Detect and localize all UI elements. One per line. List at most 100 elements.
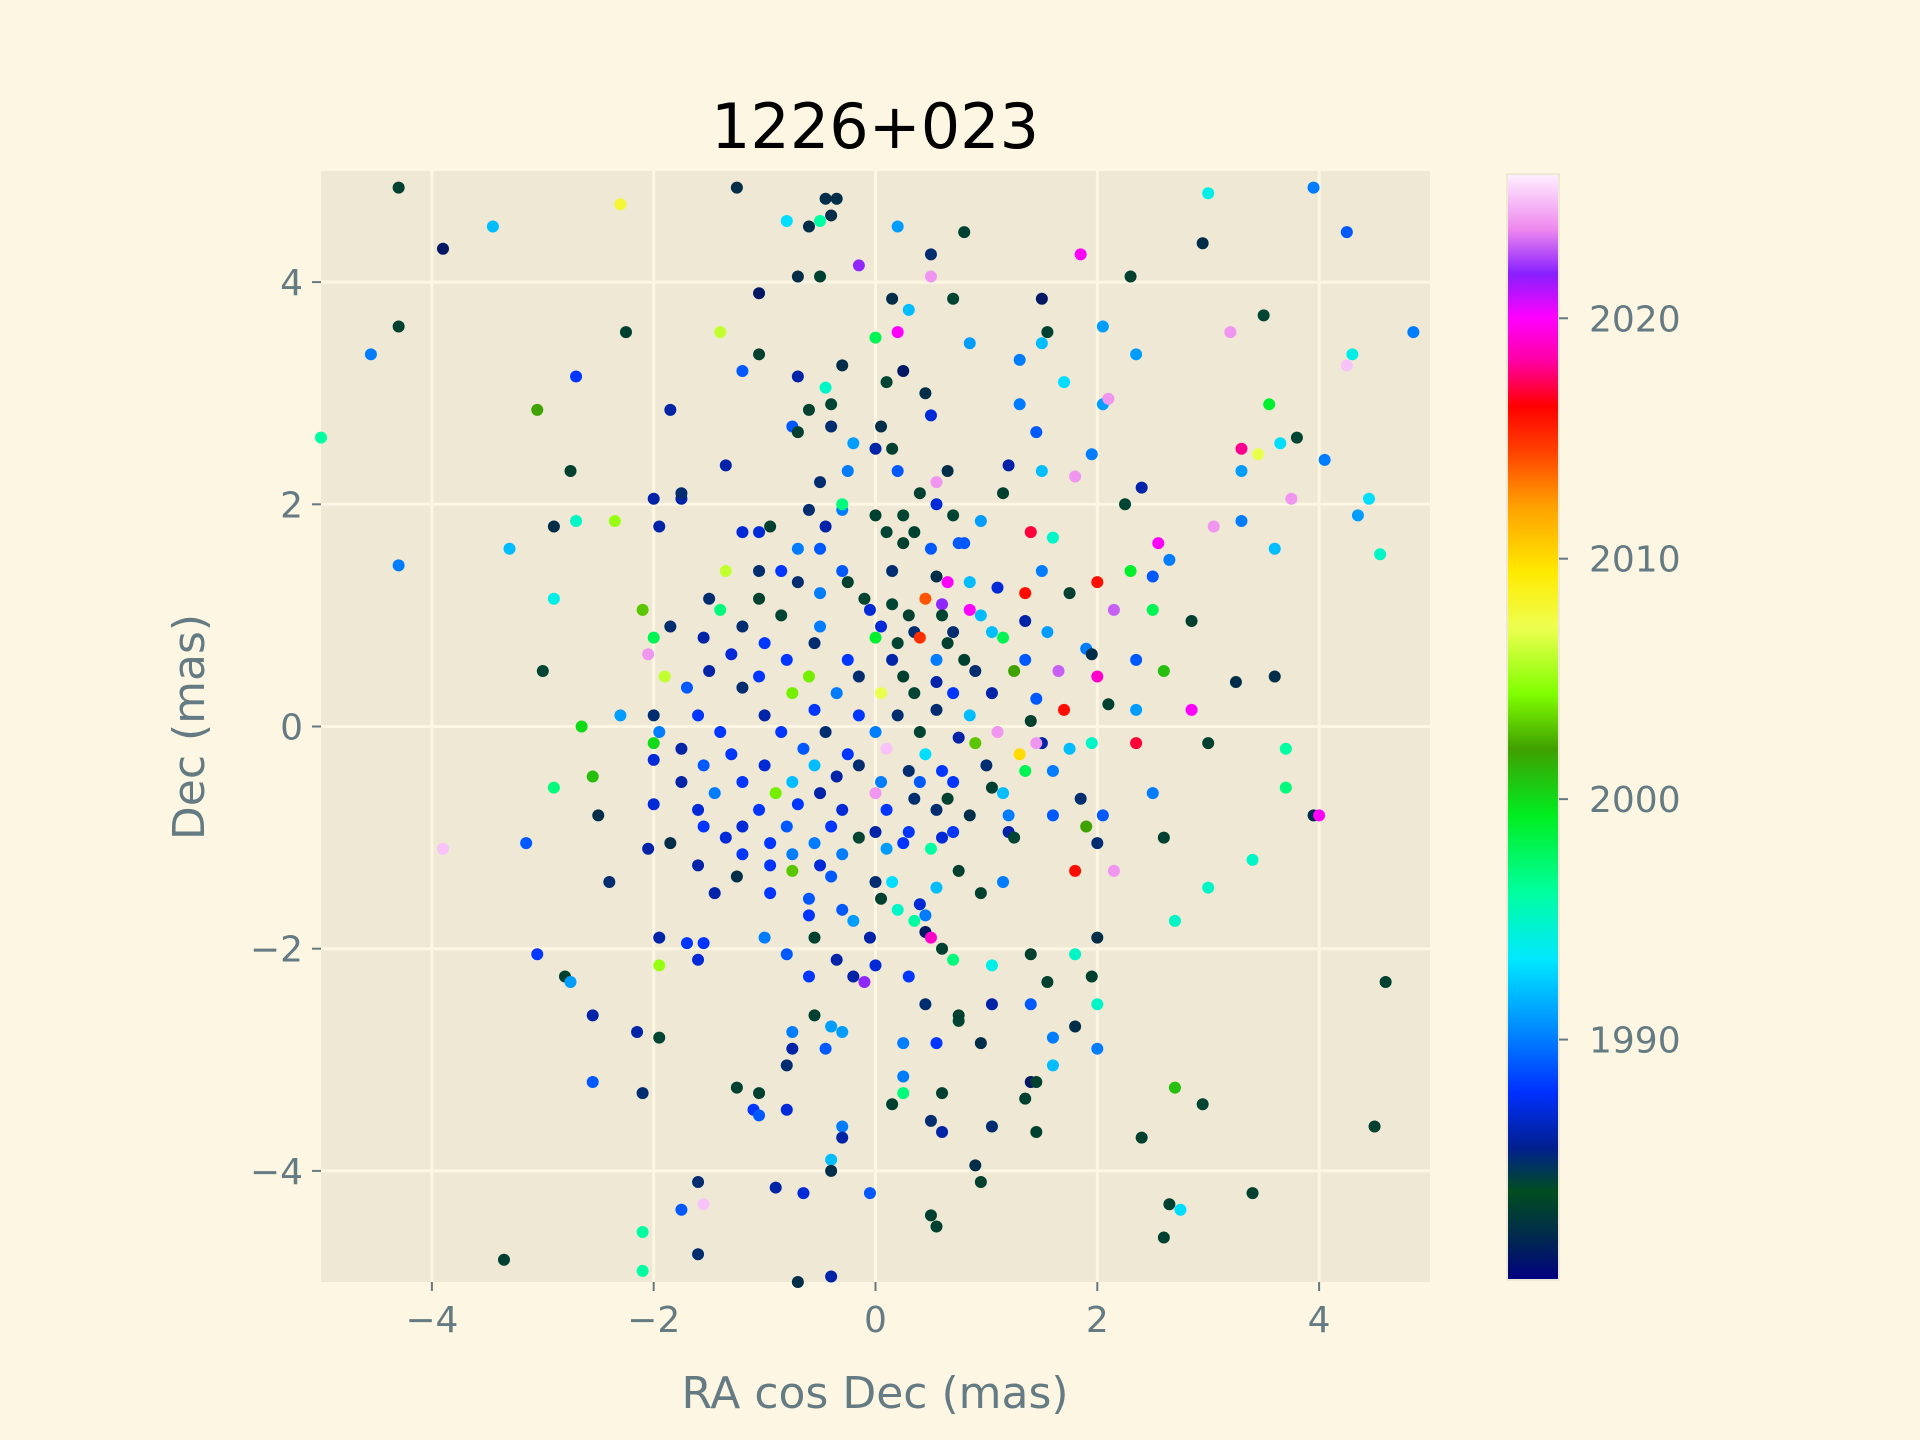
data-point xyxy=(947,509,960,522)
data-point xyxy=(814,787,827,800)
data-point xyxy=(969,737,982,750)
data-point xyxy=(1346,348,1359,361)
data-point xyxy=(908,792,921,805)
data-point xyxy=(1340,226,1353,239)
data-point xyxy=(1046,764,1059,777)
data-point xyxy=(897,1070,910,1083)
data-point xyxy=(769,1181,782,1194)
data-point xyxy=(891,637,904,650)
data-point xyxy=(1124,270,1137,283)
data-point xyxy=(869,509,882,522)
data-point xyxy=(531,948,544,961)
data-point xyxy=(1058,376,1071,389)
data-point xyxy=(1168,914,1181,927)
data-point xyxy=(1246,853,1259,866)
chart-title: 1226+023 xyxy=(711,90,1039,163)
data-point xyxy=(1019,1092,1032,1105)
data-point xyxy=(852,759,865,772)
data-point xyxy=(547,520,560,533)
data-point xyxy=(692,803,705,816)
data-point xyxy=(1290,431,1303,444)
data-point xyxy=(1030,1126,1043,1139)
data-point xyxy=(619,326,632,339)
data-point xyxy=(847,970,860,983)
data-point xyxy=(913,631,926,644)
x-axis: −4 −2 0 2 4 xyxy=(405,1282,1331,1341)
data-point xyxy=(753,526,766,539)
data-point xyxy=(930,1220,943,1233)
data-point xyxy=(520,837,533,850)
data-point xyxy=(830,687,843,700)
data-point xyxy=(1313,809,1326,822)
data-point xyxy=(664,403,677,416)
x-tick-label: 0 xyxy=(864,1300,887,1341)
data-point xyxy=(997,876,1010,889)
data-point xyxy=(1107,603,1120,616)
data-point xyxy=(802,909,815,922)
data-point xyxy=(1091,1042,1104,1055)
data-point xyxy=(1035,564,1048,577)
data-point xyxy=(897,1037,910,1050)
data-point xyxy=(897,537,910,550)
data-point xyxy=(1030,737,1043,750)
data-point xyxy=(947,292,960,305)
data-point xyxy=(636,1087,649,1100)
data-point xyxy=(997,787,1010,800)
data-point xyxy=(791,798,804,811)
data-point xyxy=(924,248,937,261)
data-point xyxy=(814,587,827,600)
data-point xyxy=(1046,531,1059,544)
data-point xyxy=(1307,181,1320,194)
data-point xyxy=(786,776,799,789)
data-point xyxy=(780,820,793,833)
data-point xyxy=(941,792,954,805)
data-point xyxy=(814,476,827,489)
data-point xyxy=(958,226,971,239)
x-tick-label: −2 xyxy=(627,1300,680,1341)
data-point xyxy=(797,1187,810,1200)
data-point xyxy=(802,220,815,233)
data-point xyxy=(753,287,766,300)
data-point xyxy=(1024,948,1037,961)
data-point xyxy=(1279,781,1292,794)
data-point xyxy=(436,842,449,855)
data-point xyxy=(730,870,743,883)
data-point xyxy=(902,764,915,777)
data-point xyxy=(753,1087,766,1100)
data-point xyxy=(653,520,666,533)
data-point xyxy=(1013,398,1026,411)
data-point xyxy=(1085,648,1098,661)
data-point xyxy=(719,564,732,577)
data-point xyxy=(963,809,976,822)
data-point xyxy=(919,998,932,1011)
data-point xyxy=(825,1020,838,1033)
data-point xyxy=(924,542,937,555)
data-point xyxy=(703,592,716,605)
data-point xyxy=(436,242,449,255)
data-point xyxy=(897,364,910,377)
data-point xyxy=(1318,453,1331,466)
data-point xyxy=(886,292,899,305)
data-point xyxy=(608,514,621,527)
data-point xyxy=(753,564,766,577)
data-point xyxy=(780,948,793,961)
data-point xyxy=(1024,998,1037,1011)
data-point xyxy=(753,592,766,605)
data-point xyxy=(930,498,943,511)
x-tick-label: −4 xyxy=(405,1300,458,1341)
y-tick-label: 0 xyxy=(280,708,303,749)
data-point xyxy=(1163,1198,1176,1211)
data-point xyxy=(1135,481,1148,494)
data-point xyxy=(1030,692,1043,705)
data-point xyxy=(1008,664,1021,677)
data-point xyxy=(1268,542,1281,555)
data-point xyxy=(1268,670,1281,683)
data-point xyxy=(985,687,998,700)
data-point xyxy=(675,487,688,500)
data-point xyxy=(1229,676,1242,689)
data-point xyxy=(836,564,849,577)
data-point xyxy=(1019,653,1032,666)
data-point xyxy=(952,1009,965,1022)
data-point xyxy=(1196,237,1209,250)
data-point xyxy=(947,776,960,789)
